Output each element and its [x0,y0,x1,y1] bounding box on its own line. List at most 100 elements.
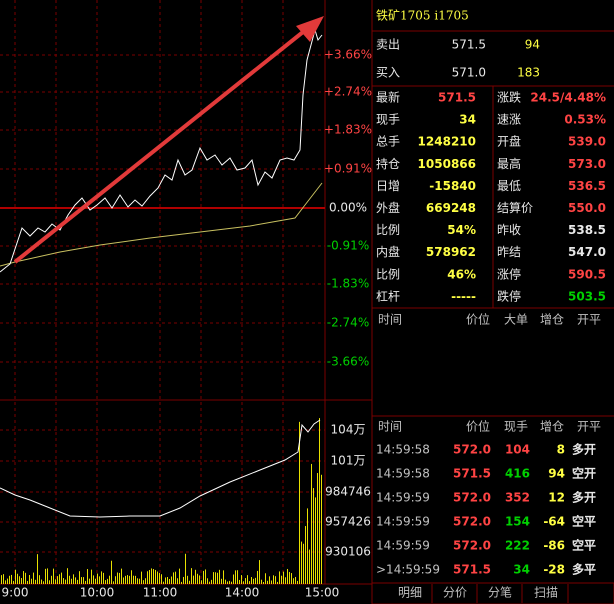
volume-bar [185,553,186,584]
volume-bar [21,578,22,584]
trade-cell: 34 [513,563,530,577]
volume-bar [261,579,262,584]
volume-bar [243,581,244,584]
volume-bar [115,576,116,584]
volume-bar [223,570,224,584]
percent-label: -3.66% [327,355,369,369]
volume-bar [79,571,80,584]
tab[interactable]: 分笔 [488,585,512,600]
volume-bar [199,575,200,584]
percent-label: +0.91% [324,162,372,176]
volume-bar [149,569,150,584]
percent-label: 0.00% [329,201,367,215]
volume-bar [37,554,38,584]
volume-bar [165,577,166,584]
volume-bar [101,571,102,584]
volume-bar [89,578,90,584]
volume-bar [145,578,146,584]
volume-bar [303,543,304,584]
volume-bar [19,576,20,584]
volume-bar [83,577,84,584]
volume-bar [141,571,142,584]
column-header: 价位 [466,312,490,327]
trade-cell: 12 [548,491,565,505]
trade-cell: -28 [543,563,565,577]
volume-bar [313,488,314,584]
volume-bar [103,572,104,584]
trade-cell: 222 [505,539,530,553]
volume-bar [263,581,264,584]
tab[interactable]: 扫描 [534,586,558,600]
volume-bar [67,568,68,584]
trade-cell: >14:59:59 [376,563,440,577]
time-label: 11:00 [143,586,178,600]
volume-bar [55,579,56,584]
column-header: 价位 [466,419,490,434]
stat-label: 最高 [497,156,521,171]
tab[interactable]: 分价 [443,586,467,600]
volume-bar [189,580,190,584]
volume-bar [23,571,24,584]
percent-label: -0.91% [327,239,369,253]
volume-bar [205,569,206,584]
trade-cell: 14:59:58 [376,467,430,481]
volume-bar [249,581,250,584]
volume-bar [181,581,182,584]
trade-cell: 572.0 [453,515,491,529]
volume-label: 984746 [325,485,371,499]
volume-bar [123,577,124,584]
volume-bar [293,578,294,584]
volume-bar [239,579,240,584]
volume-bar [273,575,274,584]
volume-bar [191,568,192,584]
volume-bar [271,580,272,584]
volume-bar [17,573,18,584]
trade-cell: 14:59:59 [376,515,430,529]
trade-cell: -86 [543,539,565,553]
volume-bar [81,577,82,584]
volume-bar [267,580,268,584]
volume-label: 930106 [325,545,371,559]
volume-bar [277,581,278,584]
volume-bar [297,580,298,584]
volume-bar [319,418,320,584]
open-interest-line [0,419,321,518]
volume-bar [9,575,10,584]
volume-bar [179,568,180,584]
volume-bar [219,569,220,584]
stat-value: 46% [447,267,476,281]
volume-bar [311,463,312,584]
trade-cell: 多平 [572,562,596,577]
stat-value: 536.5 [568,179,606,193]
volume-bar [11,574,12,584]
volume-bar [127,575,128,584]
volume-bar [57,576,58,584]
column-header: 开平 [577,313,601,327]
volume-bar [285,577,286,584]
volume-bar [119,572,120,584]
stat-label: 杠杆 [376,288,400,303]
volume-bar [47,568,48,584]
stat-label: 日增 [376,179,400,193]
volume-bar [95,578,96,584]
volume-bar [281,575,282,584]
volume-bar [39,575,40,584]
column-header: 现手 [504,420,528,434]
volume-bar [153,569,154,584]
volume-bar [321,474,322,584]
trade-cell: 572.0 [453,491,491,505]
tab[interactable]: 明细 [398,586,422,600]
trade-cell: 572.0 [453,443,491,457]
volume-bar [187,575,188,584]
volume-bar [241,575,242,584]
stat-label: 比例 [376,267,400,281]
stat-value: 547.0 [568,245,606,259]
volume-bar [69,575,70,584]
quote-price: 571.5 [452,38,486,52]
volume-label: 957426 [325,515,371,529]
trade-cell: 571.5 [453,467,491,481]
trade-cell: 14:59:59 [376,491,430,505]
stat-label: 内盘 [376,244,400,259]
